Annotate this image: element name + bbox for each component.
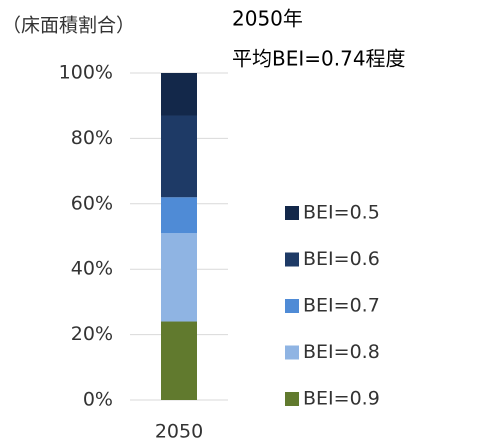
- bar-segment: [161, 321, 197, 400]
- legend-swatch: [285, 299, 299, 313]
- legend-label: BEI=0.6: [303, 248, 380, 270]
- y-axis-label: （床面積割合）: [2, 15, 135, 37]
- bar-segment: [161, 197, 197, 234]
- legend-label: BEI=0.8: [303, 341, 380, 363]
- chart-subtitle: 平均BEI=0.74程度: [232, 47, 406, 71]
- y-tick-label: 80%: [71, 127, 113, 149]
- x-tick-label: 2050: [155, 421, 203, 443]
- bar-segment: [161, 233, 197, 322]
- y-tick-label: 60%: [71, 192, 113, 214]
- bar-segment: [161, 115, 197, 198]
- legend-label: BEI=0.9: [303, 388, 380, 410]
- legend-swatch: [285, 392, 299, 406]
- legend-swatch: [285, 345, 299, 360]
- legend-swatch: [285, 252, 299, 267]
- y-tick-label: 40%: [71, 258, 113, 280]
- y-tick-label: 20%: [71, 323, 113, 345]
- legend-label: BEI=0.7: [303, 295, 380, 317]
- y-tick-label: 100%: [59, 62, 113, 84]
- bar-segment: [161, 73, 197, 116]
- legend-swatch: [285, 206, 299, 220]
- legend-label: BEI=0.5: [303, 202, 380, 224]
- y-tick-label: 0%: [83, 389, 113, 411]
- chart-title: 2050年: [232, 7, 303, 31]
